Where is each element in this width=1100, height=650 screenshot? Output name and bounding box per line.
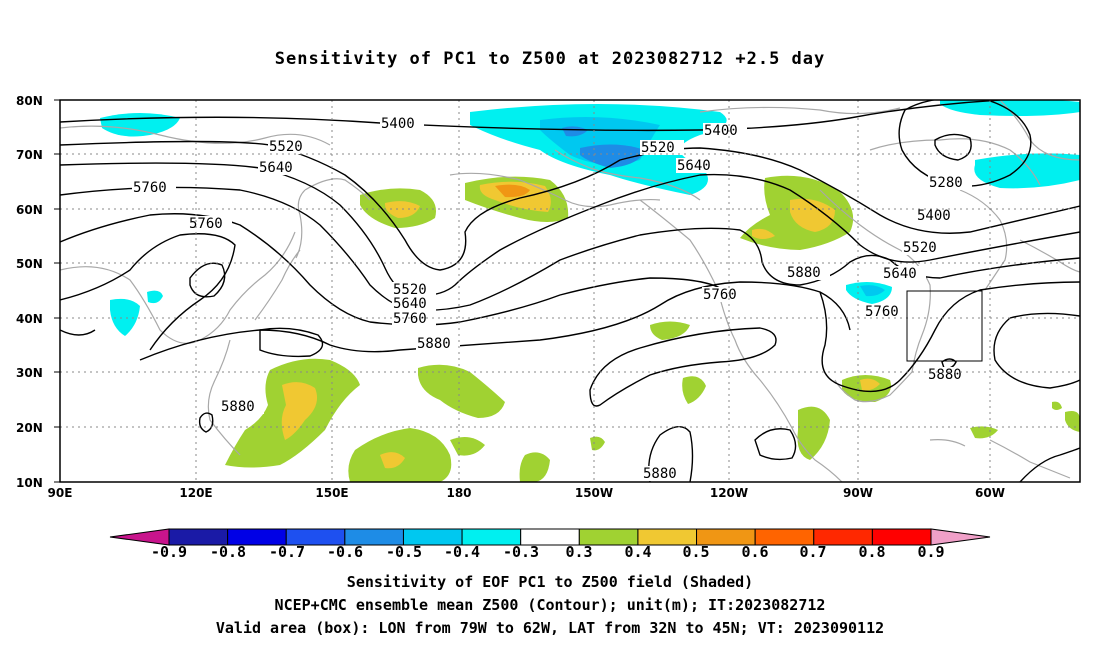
caption-contour: NCEP+CMC ensemble mean Z500 (Contour); u… (274, 596, 826, 614)
contour-label: 5760 (133, 180, 167, 196)
colorbar: -0.9 -0.8 -0.7 -0.6 -0.5 -0.4 -0.3 0.3 0… (109, 528, 991, 561)
longitude-labels: 90E 120E 150E 180 150W 120W 90W 60W (48, 486, 1005, 500)
lon-label: 60W (975, 486, 1005, 500)
valid-area-box (906, 290, 983, 362)
axis-ticks (54, 99, 60, 483)
colorbar-label: 0.9 (917, 543, 944, 561)
contour-label: 5880 (787, 265, 821, 281)
colorbar-labels: -0.9 -0.8 -0.7 -0.6 -0.5 -0.4 -0.3 0.3 0… (151, 543, 945, 561)
contour-label: 5880 (643, 466, 677, 482)
colorbar-high-arrow (930, 528, 991, 546)
lon-label: 90W (843, 486, 873, 500)
latitude-labels: 80N 70N 60N 50N 40N 30N 20N 10N (16, 94, 43, 490)
lat-label: 40N (16, 312, 43, 326)
contour-label: 5760 (865, 304, 899, 320)
colorbar-label: -0.9 (151, 543, 187, 561)
colorbar-label: -0.8 (210, 543, 246, 561)
colorbar-label: 0.3 (565, 543, 592, 561)
lat-label: 30N (16, 366, 43, 380)
map-layer: 5400 5400 5400 5520 5520 5520 5520 5640 … (60, 100, 1080, 482)
contour-label: 5760 (393, 311, 427, 327)
lat-label: 60N (16, 203, 43, 217)
caption-shading: Sensitivity of EOF PC1 to Z500 field (Sh… (346, 573, 754, 591)
contour-label: 5400 (704, 123, 738, 139)
contour-label: 5520 (641, 140, 675, 156)
colorbar-label: -0.3 (503, 543, 539, 561)
lat-label: 20N (16, 421, 43, 435)
lon-label: 90E (48, 486, 73, 500)
lon-label: 150E (315, 486, 348, 500)
contour-label: 5520 (903, 240, 937, 256)
colorbar-cells (168, 528, 932, 546)
contour-label: 5640 (883, 266, 917, 282)
contour-label: 5760 (189, 216, 223, 232)
colorbar-label: 0.4 (624, 543, 651, 561)
lon-label: 150W (575, 486, 613, 500)
lat-label: 50N (16, 257, 43, 271)
colorbar-label: 0.7 (799, 543, 826, 561)
lon-label: 120W (710, 486, 748, 500)
contour-label: 5400 (917, 208, 951, 224)
contour-label: 5280 (929, 175, 963, 191)
positive-shading (225, 175, 1080, 482)
map-title: Sensitivity of PC1 to Z500 at 2023082712… (274, 49, 826, 69)
colorbar-label: -0.6 (327, 543, 363, 561)
contour-label: 5880 (221, 399, 255, 415)
colorbar-label: -0.4 (444, 543, 480, 561)
colorbar-label: 0.6 (741, 543, 768, 561)
contour-label: 5880 (417, 336, 451, 352)
colorbar-label: 0.8 (858, 543, 885, 561)
gridlines (60, 100, 1080, 482)
contour-labels: 5400 5400 5400 5520 5520 5520 5520 5640 … (132, 116, 972, 482)
lon-label: 120E (179, 486, 212, 500)
lat-label: 70N (16, 148, 43, 162)
lat-label: 80N (16, 94, 43, 108)
contour-label: 5640 (677, 158, 711, 174)
colorbar-label: -0.7 (269, 543, 305, 561)
contour-label: 5880 (928, 367, 962, 383)
colorbar-label: -0.5 (386, 543, 422, 561)
caption-valid-area: Valid area (box): LON from 79W to 62W, L… (215, 619, 885, 637)
lon-label: 180 (446, 486, 471, 500)
contour-label: 5760 (703, 287, 737, 303)
contour-label: 5400 (381, 116, 415, 132)
contour-label: 5640 (259, 160, 293, 176)
contour-label: 5520 (393, 282, 427, 298)
lat-label: 10N (16, 476, 43, 490)
colorbar-label: 0.5 (682, 543, 709, 561)
height-contours (60, 100, 1080, 482)
map-frame (59, 99, 1081, 483)
contour-label: 5640 (393, 296, 427, 312)
contour-label: 5520 (269, 139, 303, 155)
